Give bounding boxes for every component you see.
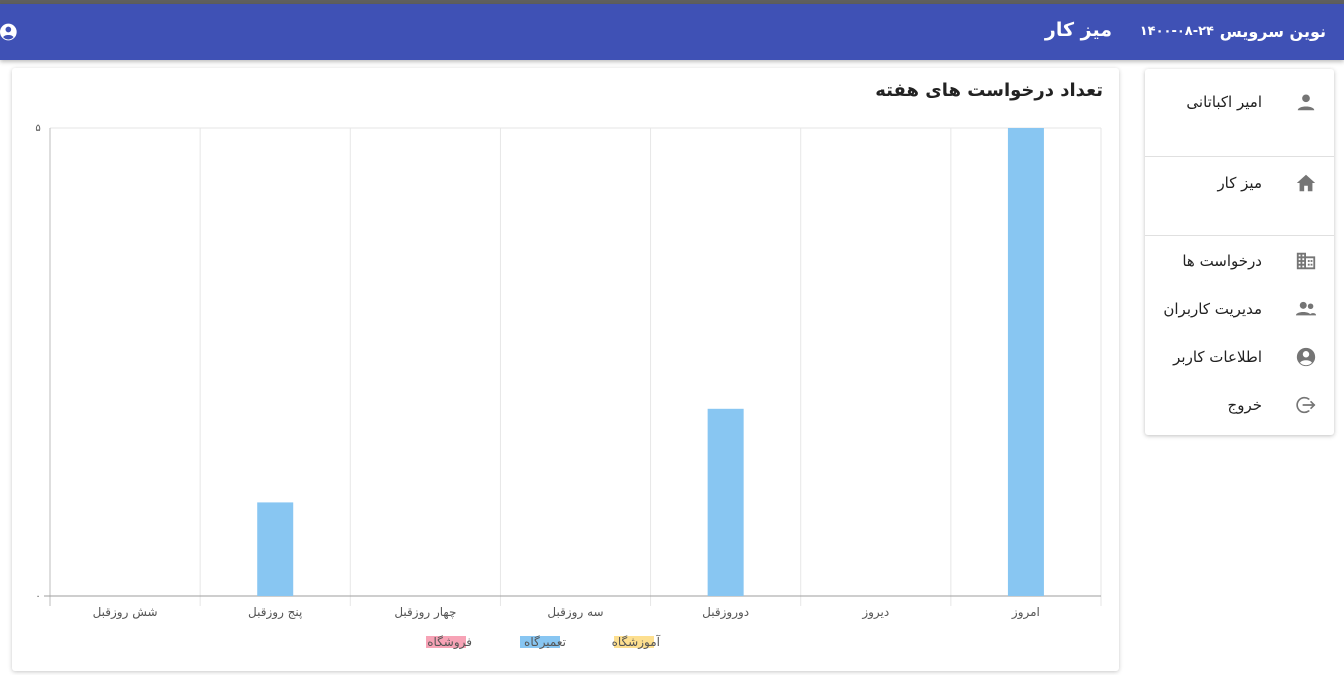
weekly-requests-card: تعداد درخواست های هفته ۰ ۵ شش روزقبل پنج رو…: [12, 68, 1119, 671]
manage-users-icon: [1295, 298, 1317, 320]
weekly-requests-chart: ۰ ۵ شش روزقبل پنج روزقبل چهار روزقبل سه روزقب…: [35, 123, 1102, 650]
home-icon: [1295, 172, 1317, 194]
y-tick-label: ۵: [35, 123, 40, 134]
sidebar-item-label: مدیریت کاربران: [1163, 300, 1262, 318]
sidebar-user[interactable]: امیر اکباتانی: [1145, 83, 1334, 123]
legend-swatch: [426, 636, 466, 648]
x-tick-label: سه روزقبل: [547, 605, 603, 620]
sidebar-item-logout[interactable]: خروج: [1145, 386, 1334, 426]
sidebar-item-user-management[interactable]: مدیریت کاربران: [1145, 290, 1334, 330]
window-top-border: [0, 0, 1344, 4]
legend-swatch: [520, 636, 560, 648]
sidebar-user-name: امیر اکباتانی: [1186, 93, 1262, 111]
bar-repair: [1007, 128, 1044, 596]
app-bar: نوین سرویس ۱۴۰۰-۰۸-۲۴ میز کار: [0, 4, 1344, 60]
sidebar: امیر اکباتانی میز کار درخواست ها مدیریت …: [1145, 69, 1334, 435]
x-tick-label: دوروزقبل: [702, 605, 749, 620]
legend-label: آموزشگاه: [612, 634, 661, 650]
building-icon: [1295, 250, 1317, 272]
bar-repair: [707, 408, 744, 596]
current-date: ۱۴۰۰-۰۸-۲۴: [1139, 24, 1214, 39]
legend-label: تعمیرگاه: [524, 635, 566, 650]
x-tick-label: امروز: [1011, 605, 1040, 620]
sidebar-item-label: درخواست ها: [1182, 252, 1262, 270]
legend-swatch: [614, 636, 654, 648]
x-tick-label: پنج روزقبل: [248, 605, 302, 620]
x-tick-label: شش روزقبل: [93, 605, 158, 620]
sidebar-item-user-info[interactable]: اطلاعات کاربر: [1145, 338, 1334, 378]
sidebar-item-dashboard[interactable]: میز کار: [1145, 164, 1334, 204]
account-circle-icon[interactable]: [0, 22, 18, 42]
sidebar-item-label: میز کار: [1217, 174, 1262, 192]
chart-title: تعداد درخواست های هفته: [875, 80, 1103, 101]
person-icon: [1295, 91, 1317, 113]
sidebar-divider: [1145, 156, 1334, 157]
brand-name: نوین سرویس: [1219, 22, 1326, 41]
sidebar-item-label: خروج: [1227, 396, 1262, 414]
legend-label: فروشگاه: [427, 635, 472, 650]
account-circle-icon: [1295, 346, 1317, 368]
x-tick-label: دیروز: [861, 605, 889, 620]
x-tick-label: چهار روزقبل: [394, 605, 456, 620]
logout-icon: [1295, 394, 1317, 416]
y-tick-label: ۰: [35, 591, 40, 602]
sidebar-divider: [1145, 235, 1334, 236]
sidebar-item-label: اطلاعات کاربر: [1173, 348, 1262, 366]
bar-repair: [257, 502, 294, 596]
page-title: میز کار: [1044, 19, 1112, 41]
sidebar-item-requests[interactable]: درخواست ها: [1145, 242, 1334, 282]
